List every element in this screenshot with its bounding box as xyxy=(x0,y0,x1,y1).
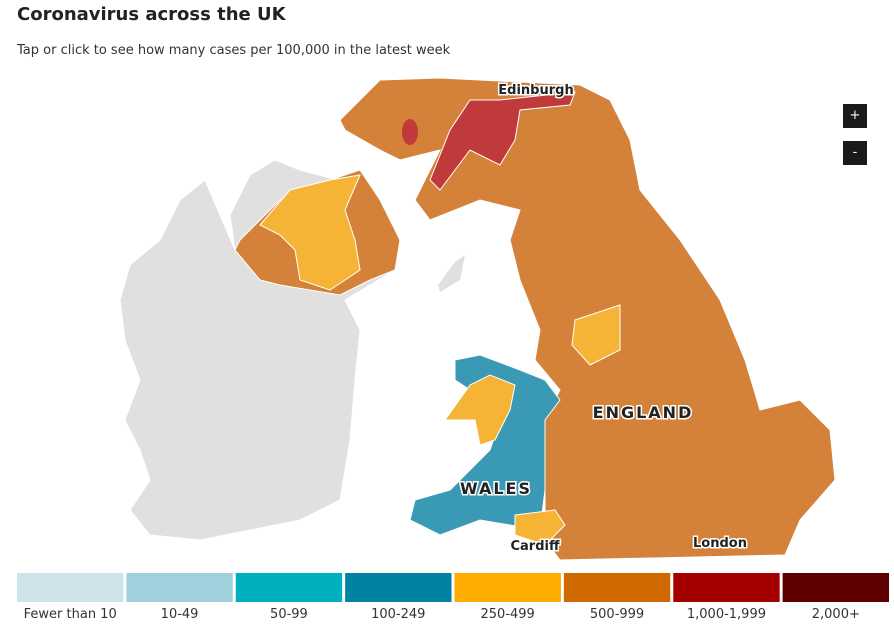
legend-swatch xyxy=(454,573,561,602)
legend-swatch xyxy=(17,573,124,602)
legend-swatch xyxy=(673,573,780,602)
arran xyxy=(402,119,418,145)
cardiff-area xyxy=(514,509,566,546)
map-label: WALES xyxy=(460,479,532,498)
legend-swatch xyxy=(563,573,671,602)
map-label: ENGLAND xyxy=(593,403,694,422)
legend-swatch xyxy=(126,573,233,602)
map-label: Cardiff xyxy=(510,539,559,554)
legend-swatch xyxy=(235,573,343,602)
map-label: London xyxy=(693,536,747,551)
legend-label: 500-999 xyxy=(590,607,644,622)
map-label: Edinburgh xyxy=(498,83,573,98)
legend-label: Fewer than 10 xyxy=(24,607,117,622)
legend-label: 100-249 xyxy=(371,607,425,622)
isle-of-man xyxy=(438,255,465,292)
legend-label: 1,000-1,999 xyxy=(687,607,766,622)
scotland-high xyxy=(429,91,576,191)
subtitle: Tap or click to see how many cases per 1… xyxy=(17,43,451,58)
legend-label: 250-499 xyxy=(481,607,535,622)
legend-label: 10-49 xyxy=(161,607,199,622)
legend-swatch xyxy=(782,573,889,602)
england-low xyxy=(571,304,621,366)
title: Coronavirus across the UK xyxy=(17,4,286,25)
legend-swatch xyxy=(345,573,452,602)
legend-label: 50-99 xyxy=(270,607,308,622)
zoom-out[interactable]: - xyxy=(843,141,867,165)
legend: Fewer than 10 10-49 50-99 100-249 250-499 500… xyxy=(17,573,889,622)
northern-ireland-low xyxy=(259,174,361,291)
zoom-in[interactable]: + xyxy=(843,104,867,128)
north-wales xyxy=(444,374,516,446)
legend-label: 2,000+ xyxy=(812,607,860,622)
